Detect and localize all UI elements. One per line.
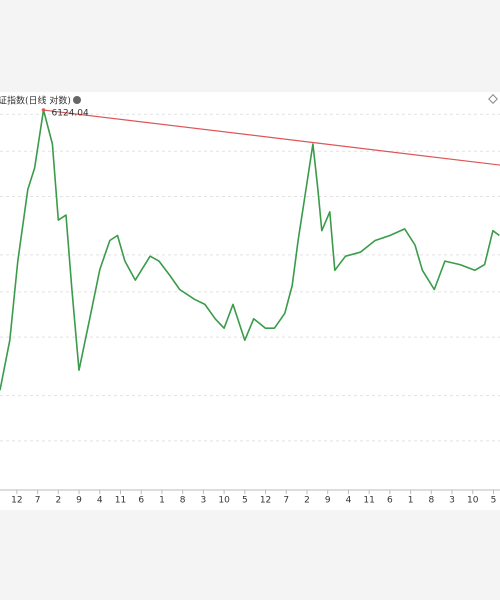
bottom-blur: [0, 510, 500, 600]
x-tick-label: 6: [387, 496, 393, 506]
x-tick-label: 11: [363, 496, 374, 506]
x-tick-label: 8: [428, 496, 434, 506]
x-tick-label: 9: [325, 496, 331, 506]
info-icon[interactable]: [73, 96, 81, 104]
x-tick-label: 10: [218, 496, 230, 506]
x-tick-label: 11: [115, 496, 126, 506]
x-tick-label: 7: [283, 496, 289, 506]
x-tick-label: 8: [180, 496, 186, 506]
x-tick-label: 5: [242, 496, 248, 506]
x-tick-label: 12: [11, 496, 22, 506]
peak-label: 6124.04: [52, 109, 89, 119]
x-tick-label: 6: [138, 496, 144, 506]
x-tick-label: 5: [491, 496, 497, 506]
plot-background: [0, 92, 500, 510]
x-tick-label: 1: [408, 496, 414, 506]
peak-marker: [41, 108, 46, 112]
chart-title: 证指数(日线 对数): [0, 95, 71, 107]
price-line: [0, 109, 500, 391]
x-tick-label: 1: [159, 496, 165, 506]
x-tick-label: 4: [346, 496, 352, 506]
x-tick-label: 2: [55, 496, 61, 506]
trend-line: [43, 109, 500, 166]
top-blur: [0, 0, 500, 92]
x-tick-label: 2: [304, 496, 310, 506]
x-tick-label: 9: [76, 496, 82, 506]
settings-icon[interactable]: [488, 94, 498, 104]
x-tick-label: 3: [449, 496, 455, 506]
x-tick-label: 10: [467, 496, 479, 506]
x-tick-label: 7: [35, 496, 41, 506]
x-tick-label: 3: [201, 496, 207, 506]
x-tick-label: 4: [97, 496, 103, 506]
x-tick-label: 12: [260, 496, 271, 506]
